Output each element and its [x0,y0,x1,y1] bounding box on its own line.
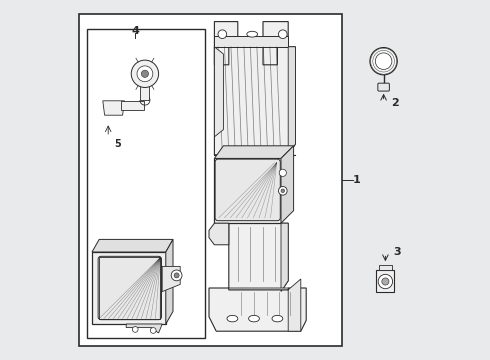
Polygon shape [215,158,281,223]
Ellipse shape [227,315,238,322]
Text: 3: 3 [393,247,401,257]
Circle shape [370,48,397,75]
Polygon shape [209,223,229,245]
FancyBboxPatch shape [121,101,144,110]
FancyBboxPatch shape [378,83,390,91]
Polygon shape [215,36,288,47]
Polygon shape [215,47,295,155]
Polygon shape [281,146,294,223]
Circle shape [278,186,287,195]
Polygon shape [103,101,124,115]
Polygon shape [229,223,288,292]
Circle shape [382,278,389,285]
Circle shape [137,66,153,82]
FancyBboxPatch shape [87,29,205,338]
Text: 5: 5 [114,139,121,149]
Polygon shape [92,239,173,252]
Polygon shape [209,288,306,331]
FancyBboxPatch shape [140,80,149,100]
Text: 4: 4 [131,26,139,36]
Circle shape [279,169,286,176]
Circle shape [378,274,392,289]
Polygon shape [379,265,392,270]
Circle shape [131,60,159,87]
Polygon shape [281,223,288,292]
Polygon shape [126,324,162,333]
Circle shape [278,30,287,39]
Ellipse shape [248,315,259,322]
Polygon shape [229,279,301,331]
Text: 1: 1 [353,175,361,185]
Circle shape [375,53,392,69]
Polygon shape [162,266,180,292]
Polygon shape [99,257,160,319]
Circle shape [132,327,138,332]
Circle shape [174,273,179,278]
Polygon shape [215,47,223,137]
Polygon shape [376,270,394,292]
Ellipse shape [272,315,283,322]
Text: 2: 2 [392,98,399,108]
Polygon shape [263,22,288,65]
Ellipse shape [247,31,258,37]
Circle shape [141,70,148,77]
FancyBboxPatch shape [215,159,280,221]
Circle shape [281,189,285,193]
Polygon shape [166,239,173,324]
Polygon shape [92,252,166,324]
Circle shape [150,328,156,333]
Polygon shape [215,22,238,65]
Circle shape [218,30,227,39]
FancyBboxPatch shape [79,14,342,346]
Circle shape [171,270,182,281]
Polygon shape [288,47,295,155]
Polygon shape [215,146,294,158]
